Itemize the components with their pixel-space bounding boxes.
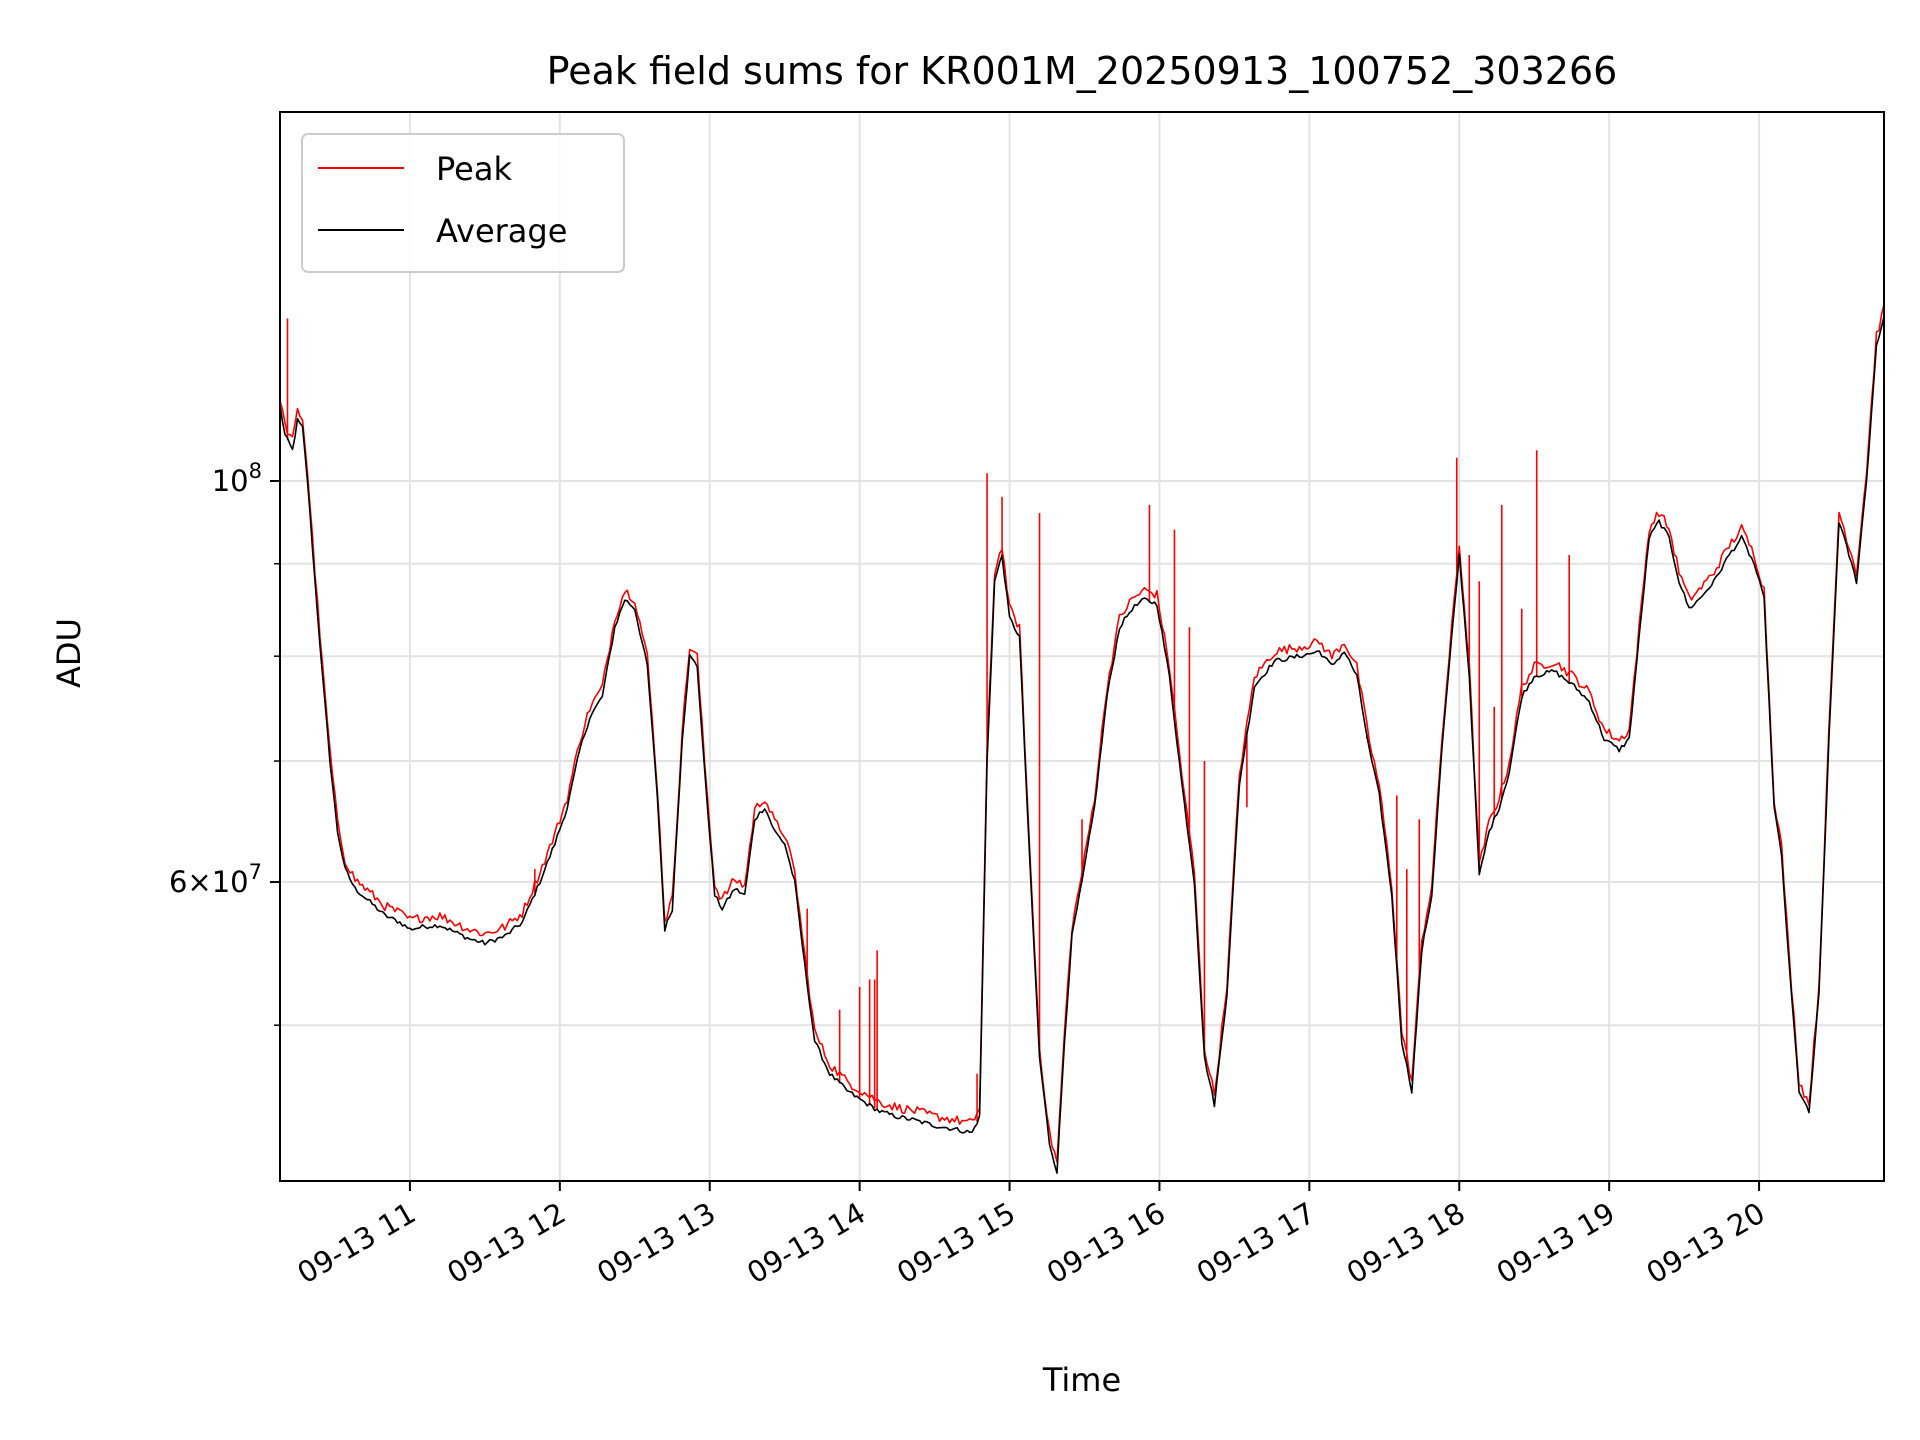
legend: Peak Average bbox=[301, 133, 625, 273]
series-layer bbox=[279, 304, 1885, 1174]
y-tick-label: 6×107 bbox=[169, 860, 262, 899]
y-axis-label: ADU bbox=[50, 618, 88, 688]
legend-label-peak: Peak bbox=[436, 150, 512, 188]
chart-title: Peak field sums for KR001M_20250913_1007… bbox=[547, 49, 1618, 93]
x-axis-label: Time bbox=[1042, 1361, 1121, 1399]
plot-frame bbox=[279, 111, 1885, 1182]
average-series-line bbox=[279, 316, 1885, 1174]
legend-label-average: Average bbox=[436, 212, 567, 250]
